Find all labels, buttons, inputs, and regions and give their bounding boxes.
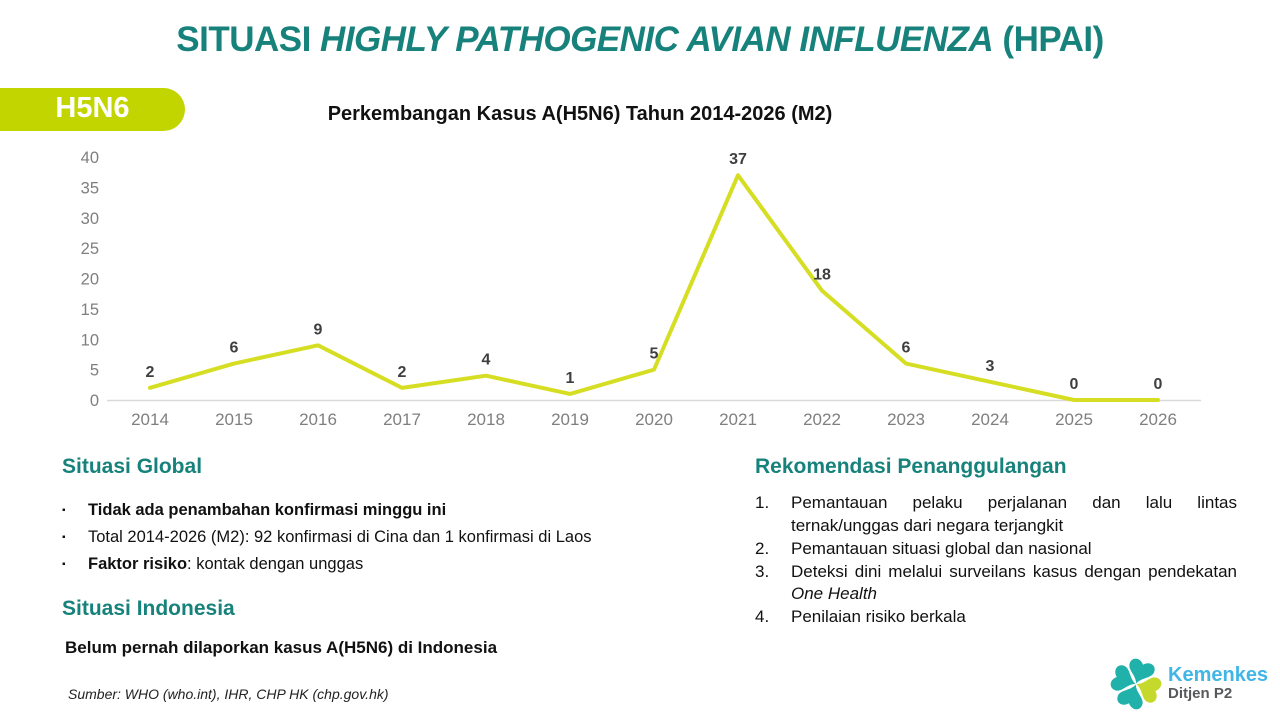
text-segment: Pemantauan situasi global dan nasional [791, 538, 1092, 558]
line-chart: 0 5 10 15 20 25 30 35 40 2014 2015 2016 2017 2018 2019… [55, 143, 1205, 443]
logo-petal-top [1129, 658, 1155, 684]
y-tick-label: 10 [81, 331, 99, 349]
list-marker: ▪ [62, 505, 66, 516]
data-label: 0 [1070, 376, 1079, 393]
list-item-text: Penilaian risiko berkala [791, 606, 1237, 629]
list-item-text: Pemantauan situasi global dan nasional [791, 538, 1237, 561]
list-marker: 4. [755, 607, 770, 626]
data-label: 1 [566, 370, 575, 387]
global-section-heading: Situasi Global [62, 455, 203, 478]
data-label: 2 [398, 364, 407, 381]
recommendation-item: 3. Deteksi dini melalui surveilans kasus … [755, 561, 1237, 606]
kemenkes-logo-icon [1110, 658, 1162, 710]
text-segment: Faktor risiko [88, 555, 188, 573]
list-marker: 2. [755, 538, 770, 558]
text-segment: : kontak dengan unggas [187, 555, 364, 573]
list-item-text: Deteksi dini melalui surveilans kasus de… [791, 561, 1237, 606]
logo-sub: Ditjen P2 [1168, 684, 1233, 702]
x-tick-label: 2017 [383, 410, 421, 429]
y-tick-label: 25 [81, 240, 99, 258]
list-marker: 1. [755, 493, 770, 512]
x-tick-label: 2021 [719, 410, 757, 429]
x-tick-label: 2014 [131, 410, 169, 429]
text-segment: Total 2014-2026 (M2): 92 konfirmasi di C… [88, 528, 592, 546]
data-label: 3 [986, 358, 995, 375]
x-tick-label: 2023 [887, 410, 925, 429]
text-segment: SITUASI [176, 20, 321, 59]
data-label: 6 [230, 340, 239, 357]
text-segment: Deteksi dini melalui surveilans kasus de… [791, 561, 1237, 581]
list-marker: 3. [755, 561, 770, 581]
data-label: 5 [650, 346, 659, 363]
recommendations-list: 1. Pemantauan pelaku perjalanan dan lalu … [755, 492, 1237, 629]
data-label: 18 [813, 267, 831, 284]
chart-title: Perkembangan Kasus A(H5N6) Tahun 2014-20… [327, 103, 833, 125]
x-tick-label: 2018 [467, 410, 505, 429]
data-line [148, 173, 1160, 402]
list-marker: ▪ [62, 559, 66, 570]
indonesia-section-heading: Situasi Indonesia [62, 597, 235, 620]
h5n6-badge: H5N6 [0, 88, 185, 131]
text-segment: One Health [791, 584, 877, 603]
text-segment: HIGHLY PATHOGENIC AVIAN INFLUENZA [320, 20, 994, 59]
logo-petal-bottom [1117, 684, 1143, 710]
x-tick-label: 2020 [635, 410, 673, 429]
y-tick-label: 35 [81, 179, 99, 197]
list-item-text: Pemantauan pelaku perjalanan dan lalu li… [791, 492, 1237, 537]
logo-petal-left [1110, 665, 1136, 691]
list-marker: ▪ [62, 532, 66, 543]
data-label: 37 [729, 151, 747, 168]
x-tick-label: 2025 [1055, 410, 1093, 429]
data-label: 2 [146, 364, 155, 381]
text-segment: Penilaian risiko berkala [791, 607, 966, 626]
text-segment: Tidak ada penambahan konfirmasi minggu i… [88, 501, 447, 519]
recommendation-item: 4. Penilaian risiko berkala [755, 606, 1237, 629]
list-item-text: Tidak ada penambahan konfirmasi minggu i… [88, 497, 446, 524]
y-tick-label: 20 [81, 271, 99, 289]
x-tick-label: 2019 [551, 410, 589, 429]
y-tick-label: 40 [81, 149, 99, 167]
y-tick-label: 5 [90, 362, 99, 380]
page-title: SITUASI HIGHLY PATHOGENIC AVIAN INFLUENZ… [0, 20, 1280, 60]
x-tick-label: 2026 [1139, 410, 1177, 429]
recommendations-heading: Rekomendasi Penanggulangan [755, 455, 1067, 478]
indonesia-status-text: Belum pernah dilaporkan kasus A(H5N6) di… [65, 638, 498, 657]
y-tick-label: 15 [81, 301, 99, 319]
x-tick-label: 2024 [971, 410, 1009, 429]
data-label: 0 [1154, 376, 1163, 393]
recommendation-item: 2. Pemantauan situasi global dan nasional [755, 538, 1237, 561]
text-segment: Pemantauan pelaku perjalanan dan lalu li… [791, 493, 1237, 535]
text-segment: (HPAI) [993, 20, 1104, 59]
data-label: 6 [902, 340, 911, 357]
source-note: Sumber: WHO (who.int), IHR, CHP HK (chp.… [68, 686, 389, 702]
kemenkes-logo: Kemenkes Ditjen P2 [1110, 655, 1268, 711]
global-bullet-item: ▪ Faktor risiko: kontak dengan unggas [62, 551, 692, 578]
list-item-text: Faktor risiko: kontak dengan unggas [88, 551, 363, 578]
global-bullet-item: ▪ Total 2014-2026 (M2): 92 konfirmasi di … [62, 524, 692, 551]
data-label: 9 [314, 321, 323, 338]
global-bullet-list: ▪ Tidak ada penambahan konfirmasi minggu … [62, 497, 692, 578]
global-bullet-item: ▪ Tidak ada penambahan konfirmasi minggu … [62, 497, 692, 524]
x-tick-label: 2015 [215, 410, 253, 429]
recommendation-item: 1. Pemantauan pelaku perjalanan dan lalu … [755, 492, 1237, 537]
x-tick-label: 2022 [803, 410, 841, 429]
x-tick-label: 2016 [299, 410, 337, 429]
y-tick-label: 30 [81, 210, 99, 228]
list-item-text: Total 2014-2026 (M2): 92 konfirmasi di C… [88, 524, 592, 551]
logo-petal-right [1136, 677, 1162, 703]
logo-name: Kemenkes [1168, 663, 1269, 686]
y-tick-label: 0 [90, 392, 99, 410]
data-label: 4 [482, 352, 491, 369]
logo-text: Kemenkes Ditjen P2 [1168, 663, 1269, 702]
